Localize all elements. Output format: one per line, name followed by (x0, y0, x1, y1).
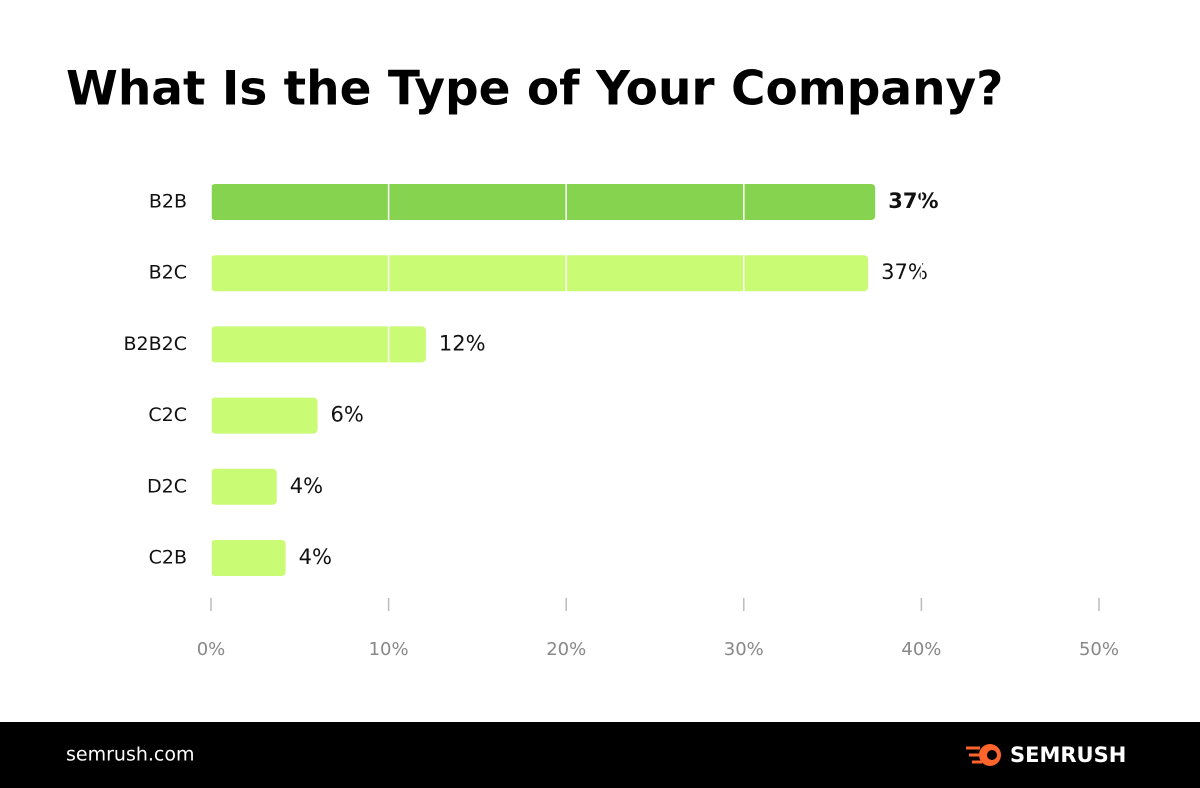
y-tick-label: C2B (149, 547, 187, 569)
plot: B2B 37% B2C 37% B2B2C 12% C2C 6% D2C 4% C2B 4% 0% 10%… (123, 180, 1119, 660)
logo-icon-lines (966, 746, 982, 764)
x-tick-label: 40% (901, 639, 941, 660)
logo-icon-eye (987, 750, 997, 760)
chart-title: What Is the Type of Your Company? (66, 62, 1003, 117)
bar (211, 540, 286, 576)
value-label: 6% (331, 403, 364, 427)
bar (211, 397, 318, 434)
y-tick-label: C2C (148, 404, 187, 426)
brand-logo: SEMRUSH (966, 743, 1126, 767)
bar (211, 184, 876, 220)
value-label: 12% (439, 331, 486, 355)
y-tick-label: B2C (149, 262, 187, 284)
footer-brand: SEMRUSH (1010, 743, 1126, 767)
value-label: 37% (888, 189, 938, 213)
value-label: 4% (299, 545, 332, 569)
x-tick-label: 0% (197, 639, 226, 660)
x-tick-label: 20% (546, 639, 586, 660)
bar (211, 326, 426, 363)
y-tick-label: B2B (149, 191, 187, 213)
x-tick-label: 50% (1079, 639, 1119, 660)
value-label: 37% (881, 260, 928, 284)
x-tick-label: 30% (724, 639, 764, 660)
x-tick-label: 10% (369, 639, 409, 660)
bar (211, 255, 869, 292)
value-label: 4% (290, 474, 323, 498)
bar (211, 468, 277, 505)
y-tick-label: B2B2C (123, 333, 187, 355)
y-tick-label: D2C (147, 475, 187, 497)
footer-site: semrush.com (66, 744, 195, 766)
